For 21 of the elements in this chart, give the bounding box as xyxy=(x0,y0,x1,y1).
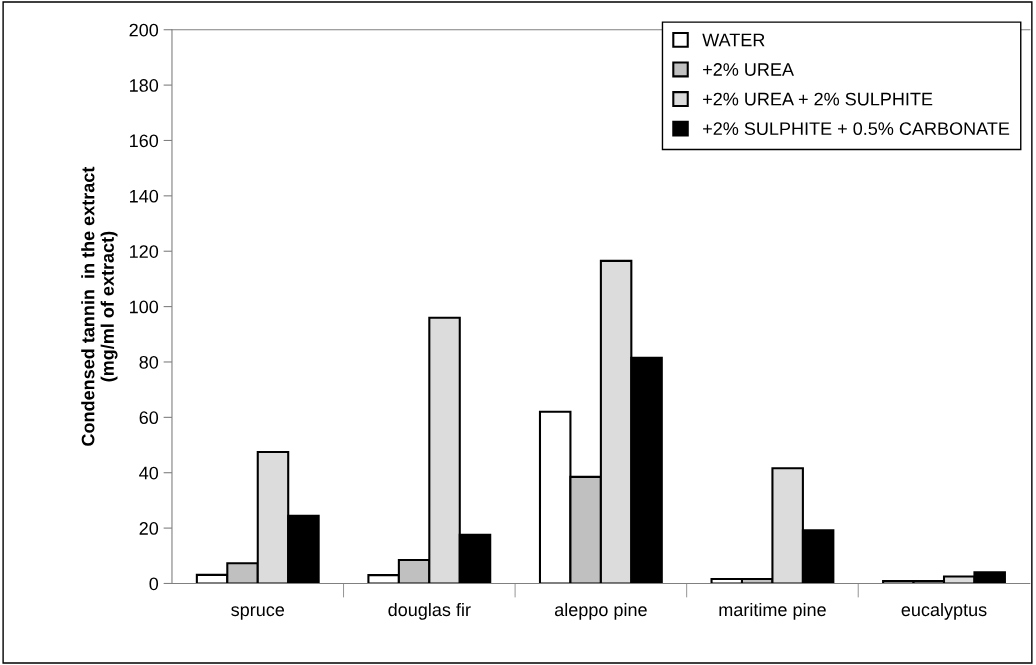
x-tick-label: aleppo pine xyxy=(554,602,647,620)
legend-label: +2% UREA + 2% SULPHITE xyxy=(703,92,933,106)
y-tick-label: 200 xyxy=(129,23,159,37)
x-tick-label: eucalyptus xyxy=(901,602,987,620)
legend-label: +2% SULPHITE + 0.5% CARBONATE xyxy=(703,122,1010,136)
y-tick-label: 60 xyxy=(139,411,159,425)
y-tick-label: 140 xyxy=(130,189,159,203)
y-tick-label: 20 xyxy=(139,522,159,535)
legend-label: +2% UREA xyxy=(703,63,794,76)
y-tick-label: 0 xyxy=(149,577,159,591)
y-tick-label: 120 xyxy=(130,245,159,258)
x-tick-label: maritime pine xyxy=(719,602,826,620)
y-tick-label: 160 xyxy=(130,134,159,148)
y-tick-label: 180 xyxy=(130,79,159,92)
x-tick-label: douglas fir xyxy=(388,602,471,620)
x-tick-label: spruce xyxy=(231,606,285,620)
y-tick-label: 40 xyxy=(139,466,159,480)
y-axis-title: Condensed tannin in the extract (mg/ml of extract) xyxy=(81,166,118,446)
y-tick-label: 80 xyxy=(139,355,159,369)
legend-label: WATER xyxy=(702,33,765,47)
y-tick-label: 100 xyxy=(130,300,159,314)
